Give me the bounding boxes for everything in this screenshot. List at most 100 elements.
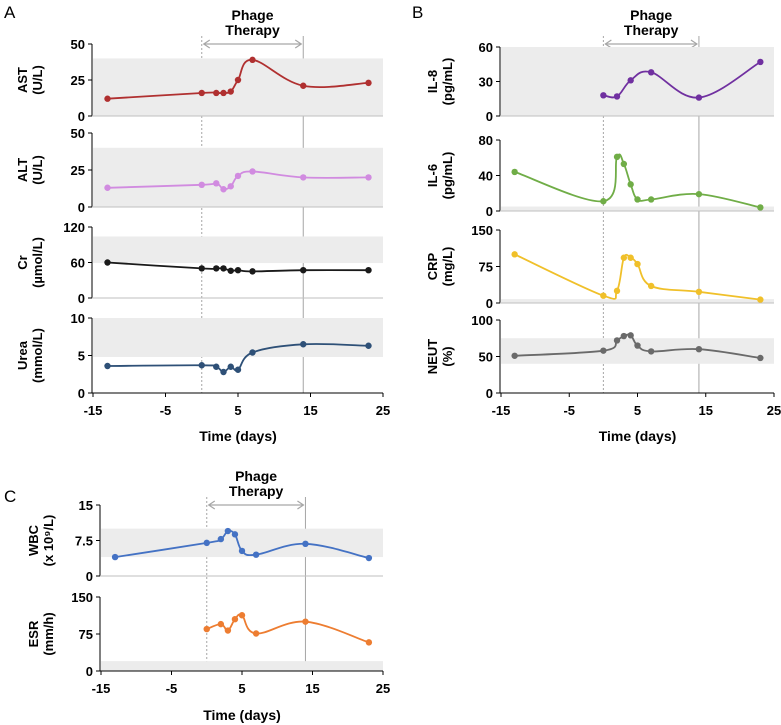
data-point-esr [224, 627, 232, 634]
data-point-wbc [302, 540, 309, 548]
data-point-cr [300, 266, 307, 274]
data-point-wbc [238, 547, 246, 555]
data-point-esr [365, 639, 373, 646]
data-point-alt [227, 183, 234, 190]
data-point-cr [198, 265, 205, 272]
data-point-ast [220, 89, 227, 97]
x-axis-label: Time (days) [203, 707, 281, 723]
data-point-esr [203, 625, 210, 633]
therapy-label-line2: Therapy [225, 22, 280, 38]
data-point-alt [300, 174, 307, 181]
data-point-il6 [620, 160, 628, 168]
y-tick-label: 0 [78, 200, 85, 215]
y-label-unit: (U/L) [30, 155, 45, 185]
y-axis-label: NEUT (%) [425, 339, 455, 374]
data-point-crp [600, 292, 607, 299]
x-tick-label: -15 [84, 403, 103, 418]
data-point-wbc [203, 539, 210, 547]
y-label-unit: (mmol/L) [30, 328, 45, 383]
data-point-wbc [217, 535, 225, 543]
data-point-urea [300, 341, 307, 348]
y-tick-label: 75 [79, 627, 93, 642]
data-point-il6 [695, 190, 703, 198]
data-point-neut [634, 342, 641, 349]
data-point-crp [634, 260, 641, 268]
data-point-crp [757, 296, 764, 303]
data-point-cr [220, 265, 227, 272]
y-tick-label: 25 [71, 163, 85, 178]
y-axis-label: ALT (U/L) [15, 155, 45, 185]
data-point-alt [234, 172, 242, 180]
x-axis-label: Time (days) [199, 428, 277, 444]
therapy-label-line1: Phage [231, 7, 273, 23]
data-point-neut [695, 346, 703, 353]
y-tick-label: 80 [479, 133, 493, 148]
y-tick-label: 0 [78, 386, 85, 401]
data-point-crp [627, 254, 634, 261]
y-tick-label: 10 [71, 311, 85, 326]
data-point-crp [613, 287, 621, 295]
y-tick-label: 50 [71, 37, 85, 52]
normal-range-band [501, 47, 774, 116]
y-tick-label: 60 [71, 256, 85, 271]
x-tick-label: 25 [767, 403, 781, 418]
y-label-unit: (x 10⁹/L) [41, 515, 56, 567]
data-point-urea [104, 362, 111, 370]
y-tick-label: 0 [78, 109, 85, 124]
data-point-ast [365, 79, 372, 87]
data-point-neut [647, 348, 655, 355]
y-axis-label: Cr (µmol/L) [15, 237, 45, 288]
y-label-unit: (U/L) [30, 65, 45, 95]
x-tick-label: 5 [634, 403, 641, 418]
data-point-neut [600, 347, 607, 354]
y-label-name: IL-8 [425, 70, 440, 93]
normal-range-band [93, 236, 383, 264]
y-tick-label: 0 [86, 664, 93, 679]
data-point-esr [217, 620, 225, 628]
data-point-urea [249, 349, 256, 356]
y-tick-label: 15 [79, 498, 93, 513]
data-point-alt [249, 168, 256, 175]
data-point-neut [627, 332, 634, 339]
therapy-arrow-left [207, 500, 216, 510]
data-point-alt [365, 174, 372, 181]
data-point-wbc [252, 551, 260, 558]
x-tick-label: 5 [234, 403, 241, 418]
y-axis-label: IL-8 (pg/mL) [425, 58, 455, 106]
y-label-unit: (mg/L) [440, 247, 455, 287]
x-tick-label: 5 [238, 681, 245, 696]
subplot-esr: 0 75 150 ESR (mm/h) [26, 590, 383, 679]
subplot-il8: 0 30 60 IL-8 (pg/mL) [425, 40, 774, 124]
data-point-ast [234, 76, 242, 84]
y-tick-label: 60 [479, 40, 493, 55]
y-label-name: IL-6 [425, 164, 440, 187]
x-tick-label: 15 [305, 681, 319, 696]
data-point-il6 [613, 153, 621, 161]
data-point-crp [647, 282, 655, 290]
data-point-alt [213, 180, 220, 187]
y-tick-label: 0 [486, 204, 493, 219]
x-axis-label: Time (days) [599, 428, 677, 444]
x-tick-label: 25 [376, 403, 390, 418]
data-point-il6 [600, 198, 607, 205]
data-point-cr [365, 266, 372, 274]
y-tick-label: 150 [71, 590, 93, 605]
y-label-unit: (µmol/L) [30, 237, 45, 288]
subplot-ast: 0 25 50 AST (U/L) [15, 37, 383, 124]
data-point-il6 [757, 204, 764, 211]
therapy-arrow-right [690, 39, 699, 49]
subplot-alt: 0 25 50 ALT (U/L) [15, 126, 383, 215]
subplot-crp: 0 75 150 CRP (mg/L) [425, 223, 774, 311]
subplot-cr: 0 60 120 Cr (µmol/L) [15, 220, 383, 306]
y-label-unit: (mm/h) [41, 612, 56, 655]
subplot-neut: 0 50 100 NEUT (%) [425, 313, 774, 401]
data-point-ast [249, 56, 256, 64]
x-tick-label: -5 [160, 403, 172, 418]
subplot-il6: 0 40 80 IL-6 (pg/mL) [425, 133, 774, 219]
therapy-label-line1: Phage [235, 468, 277, 484]
y-tick-label: 150 [471, 223, 493, 238]
